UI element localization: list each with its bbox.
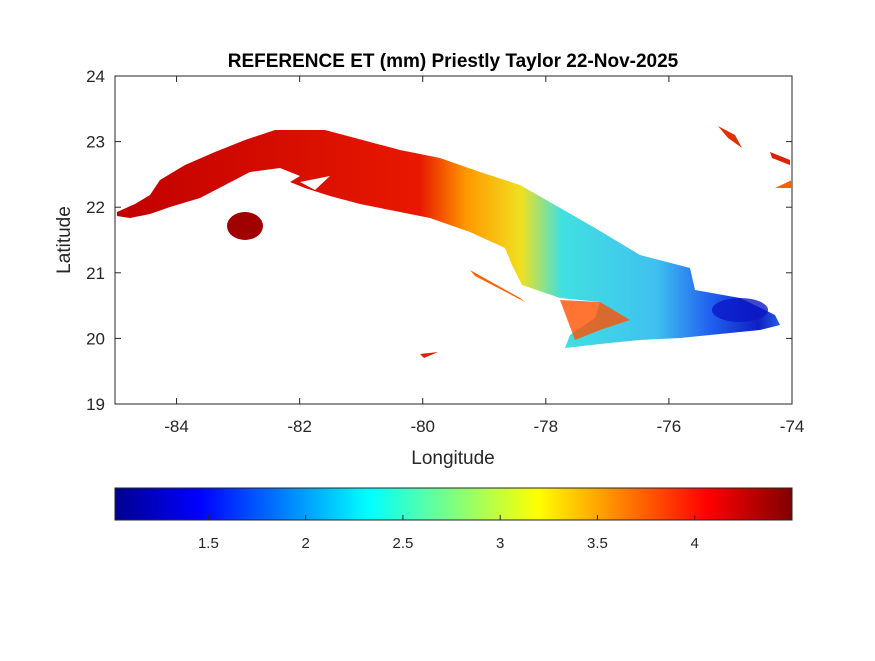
y-tick-label: 23 [86,133,105,152]
y-tick-label: 20 [86,329,105,348]
y-tick-label: 24 [86,67,105,86]
colorbar-tick-label: 2.5 [392,535,413,552]
y-tick-label: 21 [86,264,105,283]
colorbar-tick-label: 2 [301,535,309,552]
x-axis-label: Longitude [411,448,494,469]
islet [470,270,525,302]
y-axis: 19 20 21 22 23 24 [86,67,792,414]
x-tick-label: -80 [410,417,435,436]
chart-title: REFERENCE ET (mm) Priestly Taylor 22-Nov… [228,51,679,72]
colorbar-tick-label: 1.5 [198,535,219,552]
x-tick-label: -76 [657,417,682,436]
colorbar [114,487,793,521]
y-tick-label: 22 [86,198,105,217]
eastern-low-et-zone [712,298,768,322]
land-layer [117,126,792,358]
islet [775,180,792,188]
x-tick-label: -78 [534,417,559,436]
y-tick-label: 19 [86,395,105,414]
islet [718,126,742,148]
colorbar-tick-label: 4 [691,535,699,552]
colorbar-ticks: 1.5 2 2.5 3 3.5 4 [198,515,699,552]
islet [420,352,438,358]
southern-peninsula [560,300,630,340]
colorbar-tick-label: 3.5 [587,535,608,552]
bay [300,176,330,190]
x-tick-label: -82 [287,417,312,436]
colorbar-tick-label: 3 [496,535,504,552]
islet [770,152,790,165]
x-tick-label: -84 [164,417,189,436]
cuba-main-island [117,130,780,348]
x-tick-label: -74 [780,417,805,436]
x-axis: -84 -82 -80 -78 -76 -74 [164,76,804,436]
plot-area [114,75,793,405]
isla-de-la-juventud [227,212,263,240]
y-axis-label: Latitude [54,206,75,274]
